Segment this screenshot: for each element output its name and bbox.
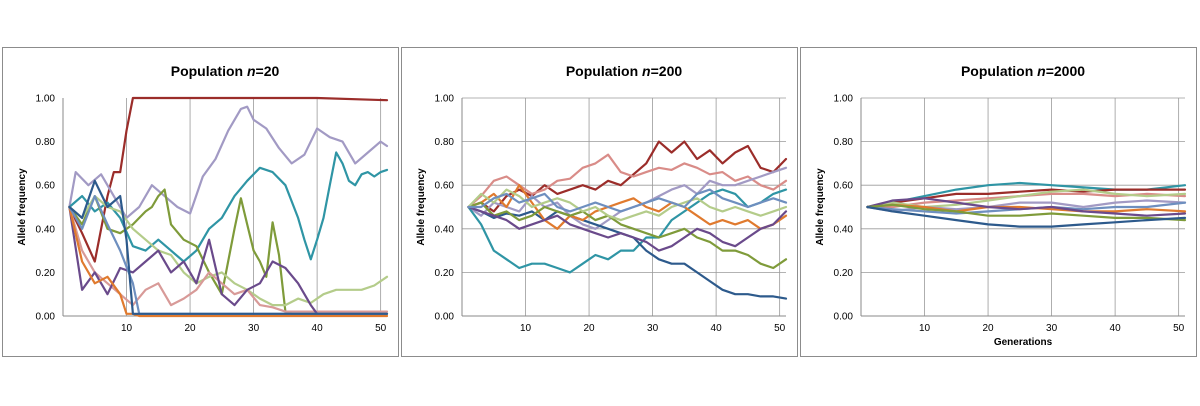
chart-title-prefix: Population bbox=[961, 63, 1037, 79]
series-line-1 bbox=[68, 96, 389, 263]
y-tick-label: 0.60 bbox=[435, 181, 455, 192]
x-axis-label: Generations bbox=[994, 337, 1053, 348]
chart-title: Population n=20 bbox=[171, 63, 280, 79]
x-tick-label: 50 bbox=[1173, 323, 1185, 334]
series-line-10 bbox=[68, 179, 389, 315]
y-tick-label: 0.40 bbox=[435, 224, 455, 235]
chart-title-prefix: Population bbox=[566, 63, 642, 79]
chart-panel-n200: Population n=200 0.00 0.20 0.40 0.60 0.80 1.00… bbox=[401, 47, 798, 357]
chart-svg: Population n=2000 0.00 0.20 0.40 0.60 0.80 1.0… bbox=[815, 63, 1187, 348]
y-tick-label: 0.20 bbox=[36, 268, 56, 279]
y-tick-label: 0.60 bbox=[36, 181, 56, 192]
chart-title-suffix: =200 bbox=[651, 63, 683, 79]
x-tick-label: 20 bbox=[184, 323, 196, 334]
y-tick-label: 0.80 bbox=[834, 137, 854, 148]
y-tick-label: 0.00 bbox=[834, 312, 854, 323]
series-line-4 bbox=[467, 188, 788, 274]
chart-title-variable: n bbox=[247, 63, 256, 79]
x-tick-label: 40 bbox=[711, 323, 723, 334]
series-line-8 bbox=[866, 197, 1187, 217]
series-line-6 bbox=[68, 205, 389, 313]
series-line-7 bbox=[866, 203, 1187, 213]
series-line-10 bbox=[866, 205, 1187, 228]
y-tick-label: 0.60 bbox=[834, 181, 854, 192]
y-tick-label: 0.00 bbox=[435, 312, 455, 323]
y-axis-label: Allele frequency bbox=[416, 168, 427, 246]
x-tick-label: 40 bbox=[1110, 323, 1122, 334]
y-tick-label: 0.80 bbox=[36, 137, 56, 148]
chart-title-suffix: =2000 bbox=[1046, 63, 1086, 79]
series-line-8 bbox=[467, 188, 788, 222]
series-line-6 bbox=[467, 184, 788, 230]
y-tick-label: 1.00 bbox=[834, 94, 854, 105]
x-tick-label: 50 bbox=[375, 323, 387, 334]
x-tick-label: 10 bbox=[520, 323, 532, 334]
chart-title-variable: n bbox=[1037, 63, 1046, 79]
x-tick-label: 20 bbox=[982, 323, 994, 334]
series-line-1 bbox=[467, 140, 788, 213]
chart-title-suffix: =20 bbox=[256, 63, 280, 79]
x-tick-label: 20 bbox=[583, 323, 595, 334]
series-line-9 bbox=[866, 203, 1187, 222]
y-tick-label: 0.40 bbox=[36, 224, 56, 235]
x-tick-label: 50 bbox=[774, 323, 786, 334]
y-tick-label: 1.00 bbox=[435, 94, 455, 105]
chart-panel-n2000: Population n=2000 0.00 0.20 0.40 0.60 0.80 1.0… bbox=[800, 47, 1197, 357]
y-tick-label: 0.00 bbox=[36, 312, 56, 323]
series-line-7 bbox=[467, 201, 788, 270]
chart-svg: Population n=200 0.00 0.20 0.40 0.60 0.80 1.00… bbox=[416, 63, 788, 334]
chart-title-prefix: Population bbox=[171, 63, 247, 79]
x-tick-label: 30 bbox=[647, 323, 659, 334]
chart-title-variable: n bbox=[642, 63, 651, 79]
x-tick-label: 30 bbox=[1046, 323, 1058, 334]
series-line-9 bbox=[467, 205, 788, 252]
series-line-10 bbox=[467, 188, 788, 213]
y-tick-label: 1.00 bbox=[36, 94, 56, 105]
y-axis-label: Allele frequency bbox=[17, 168, 28, 246]
series-line-3 bbox=[68, 151, 389, 263]
chart-svg: Population n=20 0.00 0.20 0.40 0.60 0.80 1.00 1… bbox=[17, 63, 389, 334]
x-tick-label: 40 bbox=[312, 323, 324, 334]
x-tick-label: 30 bbox=[248, 323, 260, 334]
y-tick-label: 0.40 bbox=[834, 224, 854, 235]
series-line-7 bbox=[68, 205, 389, 315]
chart-title: Population n=200 bbox=[566, 63, 683, 79]
series-line-2 bbox=[68, 105, 389, 219]
y-tick-label: 0.20 bbox=[435, 268, 455, 279]
y-tick-label: 0.20 bbox=[834, 268, 854, 279]
x-tick-label: 10 bbox=[919, 323, 931, 334]
series-line-8 bbox=[68, 205, 389, 318]
y-tick-label: 0.80 bbox=[435, 137, 455, 148]
chart-title: Population n=2000 bbox=[961, 63, 1085, 79]
chart-panel-n20: Population n=20 0.00 0.20 0.40 0.60 0.80 1.00 1… bbox=[2, 47, 399, 357]
x-tick-label: 10 bbox=[121, 323, 133, 334]
y-axis-label: Allele frequency bbox=[815, 168, 826, 246]
